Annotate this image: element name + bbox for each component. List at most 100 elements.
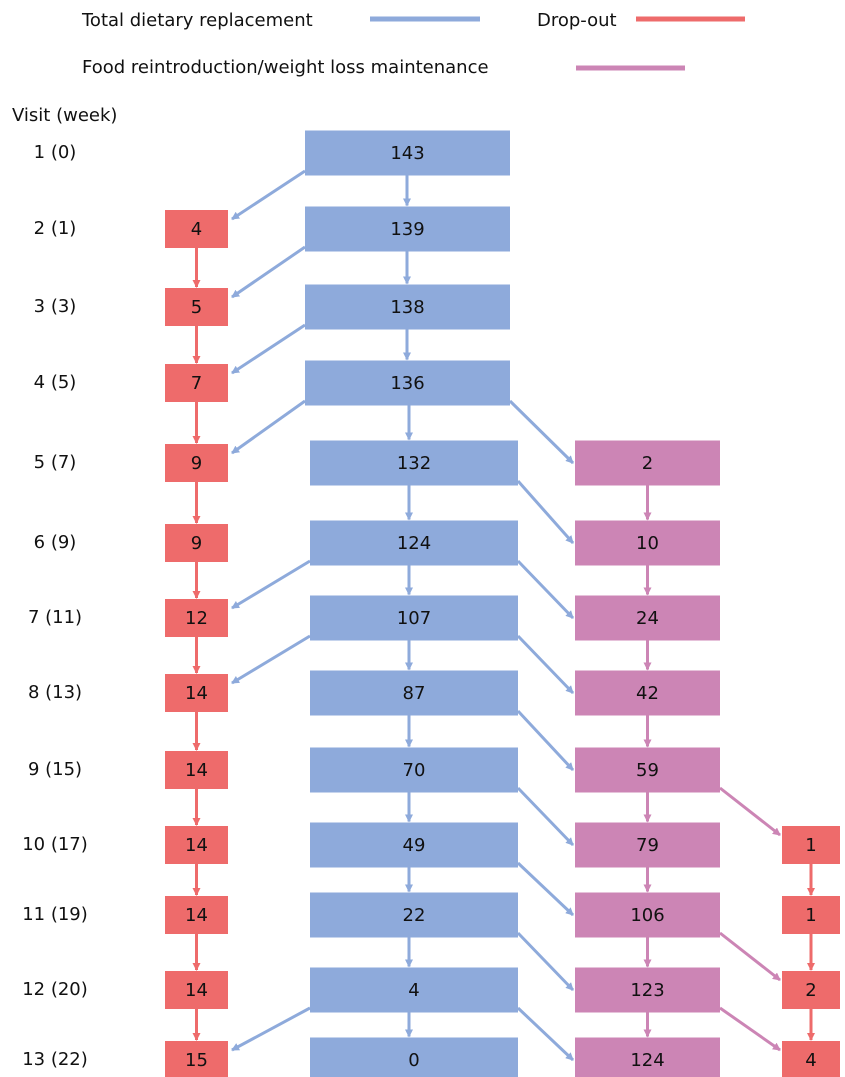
dropout-box [165,1041,228,1077]
arrow [231,634,311,685]
dropout-box [165,210,228,248]
visit-label: 5 (7) [34,452,77,473]
tdr-count: 139 [390,219,424,240]
frm-box [575,670,720,716]
dropout-count: 14 [185,980,208,1001]
frm-box [575,520,720,566]
visit-label: 3 (3) [34,296,77,317]
dropout-count: 9 [191,453,202,474]
tdr-count: 138 [390,297,424,318]
tdr-count: 136 [390,373,424,394]
tdr-box [310,670,518,716]
tdr-box [310,520,518,566]
visit-label: 1 (0) [34,142,77,163]
visit-label: 11 (19) [22,904,88,925]
dropout2-box [782,1041,840,1077]
arrow [231,323,306,375]
arrow [516,861,575,917]
dropout-box [165,288,228,326]
dropout2-box [782,896,840,934]
frm-count: 106 [630,905,664,926]
tdr-box [310,440,518,486]
arrow [508,399,575,465]
arrow [719,1006,781,1052]
dropout2-count: 1 [805,835,816,856]
frm-box [575,967,720,1013]
dropout-count: 5 [191,297,202,318]
dropout-box [165,444,228,482]
dropout2-count: 1 [805,905,816,926]
arrows [192,169,815,1062]
tdr-count: 87 [403,683,426,704]
tdr-box [305,206,510,252]
tdr-count: 70 [403,760,426,781]
visit-label: 7 (11) [28,607,82,628]
visit-label: 13 (22) [22,1049,88,1070]
frm-count: 124 [630,1050,664,1071]
dropout-count: 12 [185,608,208,629]
dropout-box [165,896,228,934]
arrow [516,931,575,992]
dropout-box [165,826,228,864]
visit-label: 4 (5) [34,372,77,393]
tdr-count: 107 [397,608,431,629]
dropout-count: 14 [185,905,208,926]
tdr-count: 143 [390,143,424,164]
arrow [516,634,575,695]
tdr-box [305,360,510,406]
dropout-count: 15 [185,1050,208,1071]
tdr-box [310,967,518,1013]
dropout-count: 9 [191,533,202,554]
arrow [231,169,306,221]
dropout2-count: 4 [805,1050,816,1071]
frm-box [575,1037,720,1077]
dropout-count: 14 [185,683,208,704]
arrow [231,245,306,299]
arrow [719,931,781,982]
dropout-box [165,674,228,712]
frm-count: 24 [636,608,659,629]
tdr-count: 4 [408,980,419,1001]
arrow [231,1006,311,1052]
visit-label: 12 (20) [22,979,88,1000]
legend-label: Total dietary replacement [81,10,313,31]
dropout-box [165,751,228,789]
dropout-count: 14 [185,760,208,781]
visit-label: 8 (13) [28,682,82,703]
tdr-box [310,747,518,793]
tdr-count: 132 [397,453,431,474]
arrow [719,786,781,837]
tdr-box [310,892,518,938]
visit-label: 6 (9) [34,532,77,553]
frm-box [575,440,720,486]
dropout-count: 14 [185,835,208,856]
arrow [516,480,575,544]
frm-count: 10 [636,533,659,554]
arrow [516,786,575,847]
tdr-box [310,1037,518,1077]
tdr-count: 22 [403,905,426,926]
frm-count: 79 [636,835,659,856]
frm-count: 123 [630,980,664,1001]
dropout2-count: 2 [805,980,816,1001]
frm-count: 59 [636,760,659,781]
tdr-box [305,284,510,330]
tdr-box [305,130,510,176]
frm-count: 2 [642,453,653,474]
visit-label: 9 (15) [28,759,82,780]
frm-box [575,595,720,641]
arrow [516,1006,575,1062]
visit-label: 10 (17) [22,834,88,855]
tdr-count: 49 [403,835,426,856]
dropout-box [165,599,228,637]
tdr-count: 124 [397,533,431,554]
tdr-box [310,822,518,868]
boxes: 1 (0) 143 2 (1) 139 4 3 (3) 138 5 4 (5) 136 7 5 (7)… [22,130,840,1077]
arrow [231,559,311,610]
arrow [516,559,575,620]
dropout-box [165,971,228,1009]
dropout-box [165,524,228,562]
legend-label: Food reintroduction/weight loss maintena… [82,57,489,78]
frm-box [575,822,720,868]
